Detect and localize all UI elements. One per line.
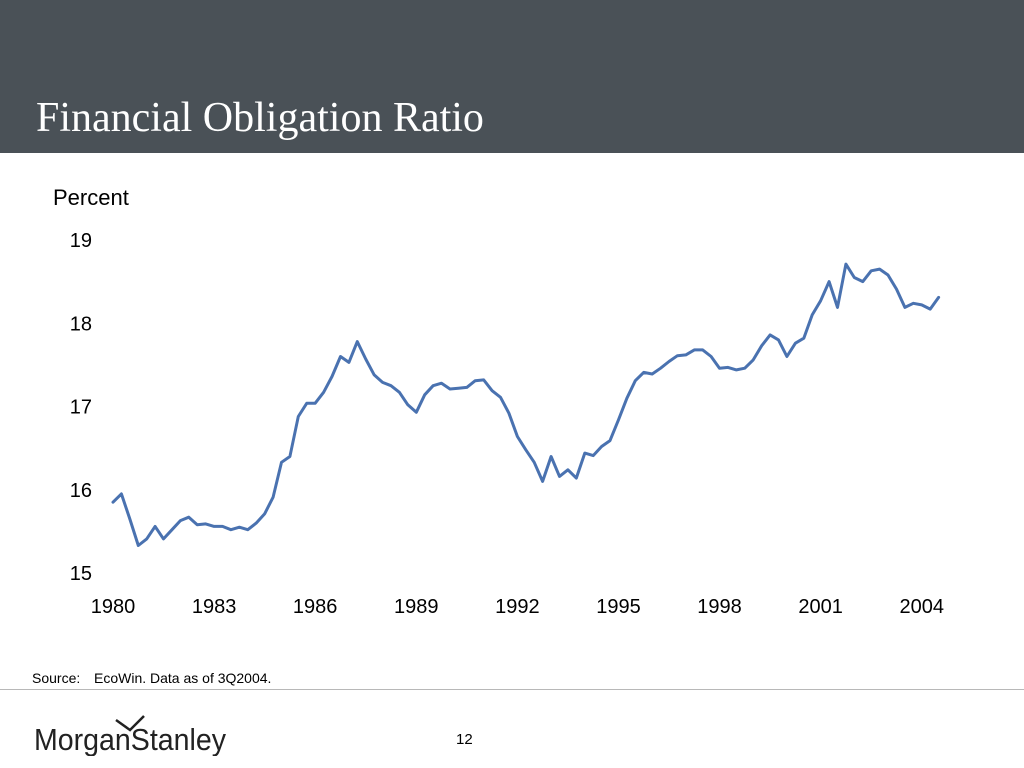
- x-tick-label: 1998: [697, 596, 742, 618]
- y-tick-label: 17: [70, 397, 92, 419]
- y-axis-ticks: 19 18 17 16 15: [70, 230, 92, 585]
- page-number: 12: [456, 731, 473, 748]
- y-axis-unit-label: Percent: [53, 185, 129, 210]
- x-tick-label: 1980: [91, 596, 136, 618]
- x-tick-label: 1989: [394, 596, 439, 618]
- x-tick-label: 2001: [798, 596, 843, 618]
- y-tick-label: 18: [70, 313, 92, 335]
- y-tick-label: 15: [70, 563, 92, 585]
- x-axis-ticks: 1980 1983 1986 1989 1992 1995 1998 2001 2004: [91, 596, 944, 618]
- series-line: [111, 262, 941, 547]
- source-text: EcoWin. Data as of 3Q2004.: [94, 670, 272, 686]
- x-tick-label: 1986: [293, 596, 338, 618]
- y-tick-label: 16: [70, 480, 92, 502]
- footer-divider: [0, 689, 1024, 690]
- x-tick-label: 2004: [899, 596, 944, 618]
- x-tick-label: 1995: [596, 596, 641, 618]
- source-note: Source: EcoWin. Data as of 3Q2004.: [32, 670, 271, 686]
- x-tick-label: 1992: [495, 596, 540, 618]
- source-label: Source:: [32, 670, 81, 686]
- slide-title: Financial Obligation Ratio: [36, 95, 484, 141]
- svg-text:MorganStanley: MorganStanley: [34, 722, 226, 756]
- x-tick-label: 1983: [192, 596, 237, 618]
- y-tick-label: 19: [70, 230, 92, 252]
- title-bar: Financial Obligation Ratio: [0, 0, 1024, 153]
- morgan-stanley-logo: MorganStanley: [34, 712, 234, 761]
